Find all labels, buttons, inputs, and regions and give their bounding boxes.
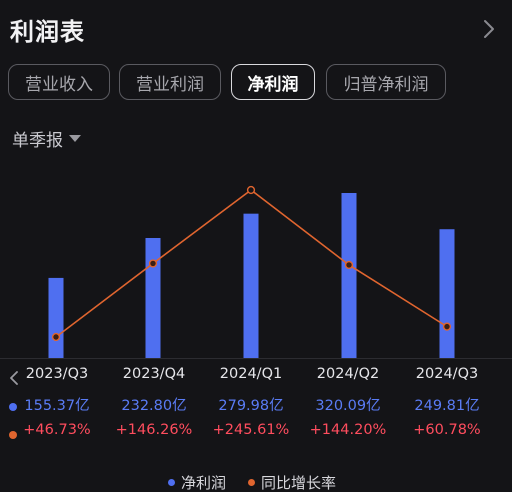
- legend-dot-yoy-growth: [248, 479, 255, 486]
- net-profit-value: 320.09亿: [315, 398, 381, 414]
- legend-label-net-profit: 净利润: [181, 474, 227, 492]
- page-title: 利润表: [10, 18, 85, 46]
- yoy-growth-value: +146.26%: [115, 422, 193, 438]
- yoy-growth-point[interactable]: [344, 260, 354, 270]
- yoy-growth-dot: [9, 431, 17, 439]
- net-profit-value: 249.81亿: [414, 398, 480, 414]
- yoy-growth-value: +245.61%: [212, 422, 290, 438]
- legend-item-yoy-growth[interactable]: 同比增长率: [248, 472, 336, 492]
- net-profit-row: 155.37亿 232.80亿 279.98亿 320.09亿 249.81亿: [0, 394, 512, 420]
- period-selector[interactable]: 单季报: [12, 126, 81, 151]
- yoy-growth-point[interactable]: [51, 332, 61, 342]
- period-row: 2023/Q3 2023/Q4 2024/Q1 2024/Q2 2024/Q3: [0, 366, 512, 392]
- period-selector-label: 单季报: [12, 131, 63, 151]
- period-label: 2024/Q1: [219, 366, 283, 382]
- chart-legend: 净利润 同比增长率: [0, 472, 512, 492]
- yoy-growth-row: +46.73% +146.26% +245.61% +144.20% +60.7…: [0, 422, 512, 448]
- yoy-growth-point[interactable]: [148, 259, 158, 268]
- net-profit-value: 279.98亿: [218, 398, 284, 414]
- chevron-left-icon[interactable]: [9, 371, 19, 385]
- legend-dot-net-profit: [168, 479, 175, 486]
- period-label: 2023/Q4: [122, 366, 186, 382]
- net-profit-value: 155.37亿: [24, 398, 90, 414]
- tab-revenue[interactable]: 营业收入: [8, 64, 110, 100]
- period-label: 2024/Q2: [316, 366, 380, 382]
- legend-label-yoy-growth: 同比增长率: [261, 474, 337, 492]
- period-label: 2024/Q3: [415, 366, 479, 382]
- net-profit-bar[interactable]: [439, 229, 455, 358]
- header: 利润表: [0, 0, 512, 56]
- net-profit-bar[interactable]: [145, 237, 161, 358]
- yoy-growth-value: +46.73%: [23, 422, 91, 438]
- tab-operating-profit[interactable]: 营业利润: [119, 64, 221, 100]
- net-profit-dot: [9, 403, 17, 411]
- caret-down-icon: [69, 135, 81, 142]
- tab-net-profit[interactable]: 净利润: [231, 64, 315, 100]
- period-label: 2023/Q3: [25, 366, 89, 382]
- net-profit-bar[interactable]: [243, 213, 259, 358]
- yoy-growth-point[interactable]: [246, 185, 256, 195]
- chevron-right-icon[interactable]: [480, 18, 498, 40]
- net-profit-value: 232.80亿: [121, 398, 187, 414]
- yoy-growth-point[interactable]: [442, 322, 452, 331]
- net-profit-chart: [0, 185, 512, 359]
- legend-item-net-profit[interactable]: 净利润: [168, 472, 226, 492]
- net-profit-bar[interactable]: [48, 277, 64, 358]
- tab-attributable-net-profit[interactable]: 归普净利润: [326, 64, 446, 100]
- yoy-growth-value: +60.78%: [413, 422, 481, 438]
- metric-tabs: 营业收入 营业利润 净利润 归普净利润: [8, 64, 508, 102]
- net-profit-bar[interactable]: [341, 193, 357, 358]
- yoy-growth-value: +144.20%: [309, 422, 387, 438]
